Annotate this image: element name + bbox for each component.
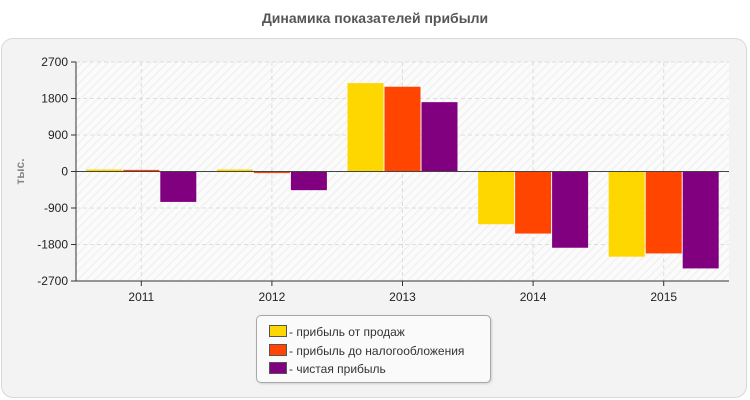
legend-item-net-profit: - чистая прибыль [269,362,386,376]
bar [682,171,719,269]
bar [608,171,645,257]
bar [384,86,421,172]
legend-item-pretax-profit: - прибыль до налогообложения [269,344,464,358]
y-tick-label: 2700 [41,55,68,69]
legend-item-sales-profit: - прибыль от продаж [269,325,405,339]
legend-label-pretax-profit: - прибыль до налогообложения [289,344,465,358]
legend-swatch-sales-profit [269,325,287,337]
legend-swatch-pretax-profit [269,344,287,356]
legend-label-net-profit: - чистая прибыль [289,362,386,376]
bar [253,171,290,174]
x-tick-label: 2012 [259,290,286,304]
x-tick-label: 2015 [650,290,677,304]
bar [421,102,458,172]
x-tick-label: 2013 [389,290,416,304]
y-tick-label: 0 [61,165,68,179]
bar [290,171,327,191]
legend-label-sales-profit: - прибыль от продаж [289,325,405,339]
y-tick-label: 900 [48,128,68,142]
y-tick-label: -900 [44,201,68,215]
bar [645,171,682,254]
legend-swatch-net-profit [269,362,287,374]
x-tick-label: 2014 [520,290,547,304]
y-tick-label: -1800 [37,238,68,252]
x-tick-label: 2011 [128,290,154,304]
bar [515,171,552,234]
bar [160,171,197,202]
bar [347,83,384,172]
y-tick-label: 1800 [41,92,68,106]
bar [86,169,123,172]
bar [216,169,253,172]
bar [123,169,160,172]
y-tick-label: -2700 [37,274,68,288]
chart-title: Динамика показателей прибыли [261,10,489,26]
y-axis-label: тыс. [13,158,27,184]
bar [552,171,589,248]
chart-legend: - прибыль от продаж - прибыль до налогоо… [256,315,491,383]
bar [478,171,515,225]
